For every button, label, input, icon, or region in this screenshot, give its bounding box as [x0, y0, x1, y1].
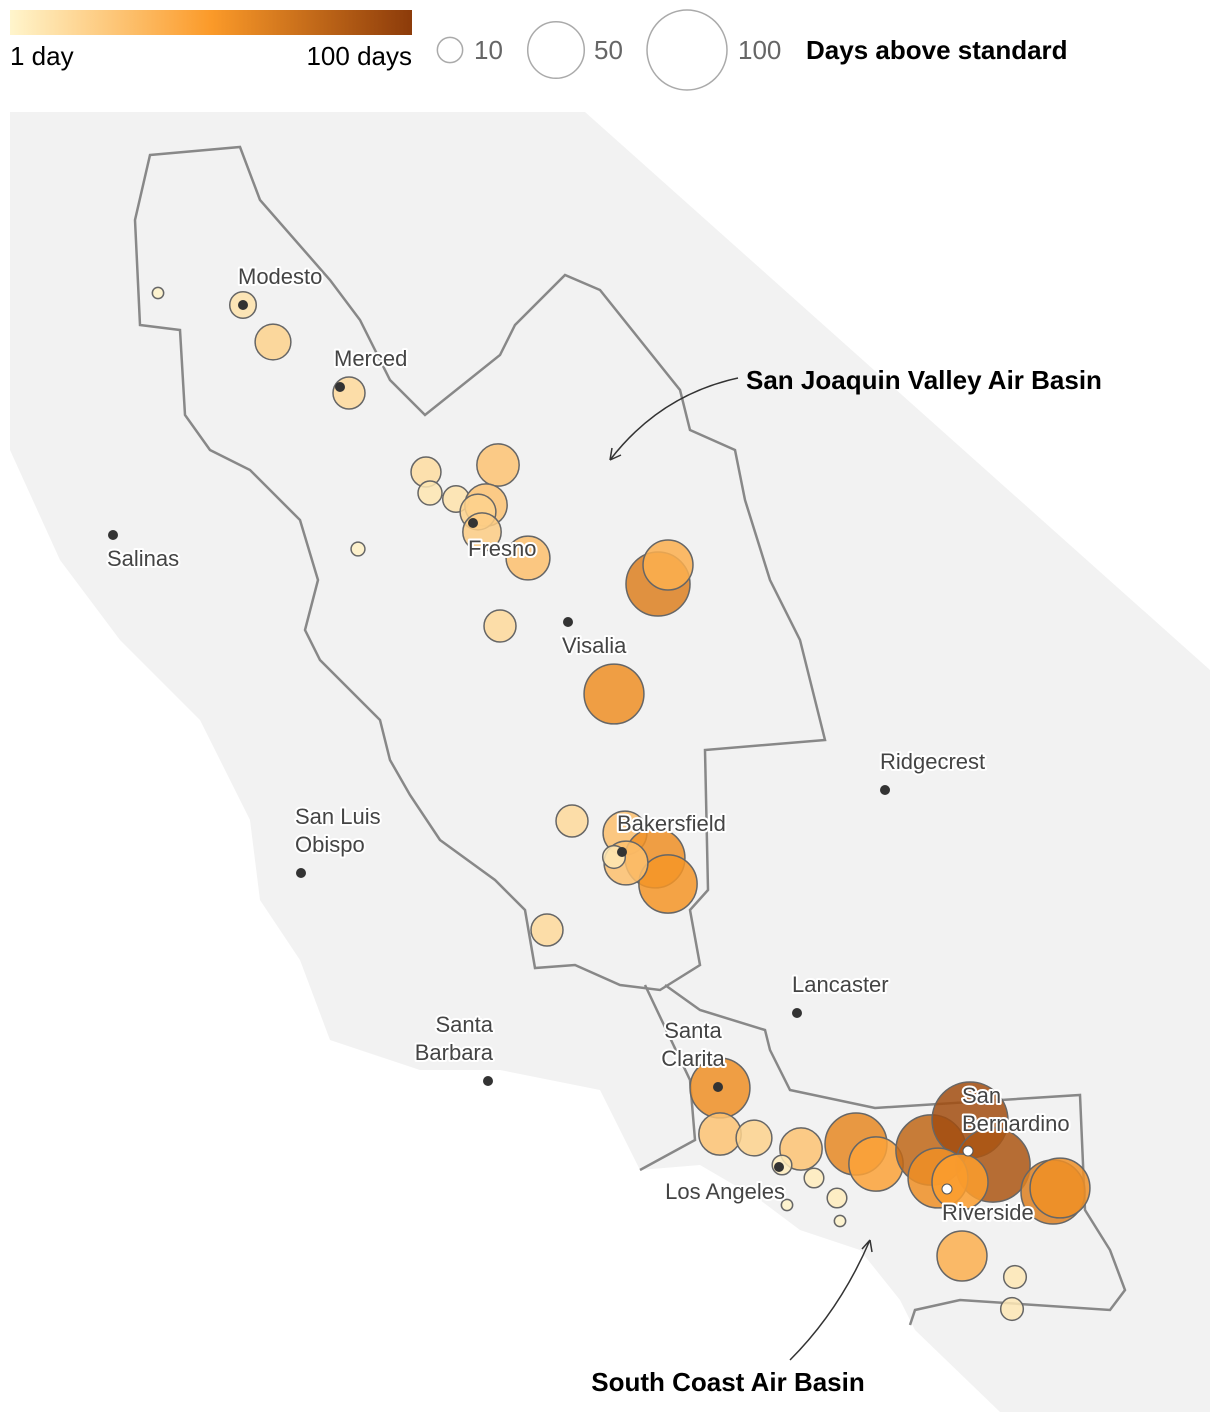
city-dot — [108, 530, 118, 540]
city-label: Ridgecrest — [880, 749, 985, 774]
arrowhead — [861, 1239, 873, 1253]
station — [483, 609, 517, 643]
color-label-min: 1 day — [10, 41, 74, 71]
city-dot — [296, 868, 306, 878]
station — [1029, 1157, 1091, 1219]
station — [332, 376, 366, 410]
size-legend-circle — [646, 9, 728, 91]
city-label: Merced — [334, 346, 407, 371]
city-dot — [962, 1145, 974, 1157]
city-label: Lancaster — [792, 972, 889, 997]
size-legend-label: 10 — [474, 35, 503, 65]
city-label: Bernardino — [962, 1111, 1070, 1136]
annotation: South Coast Air Basin — [591, 1367, 865, 1397]
city-dot — [880, 785, 890, 795]
color-label-max: 100 days — [306, 41, 412, 71]
annotation: San Joaquin Valley Air Basin — [746, 365, 1102, 395]
arrow — [789, 1239, 871, 1361]
city-dot — [713, 1082, 723, 1092]
station — [350, 541, 366, 557]
sc-basin-outline — [664, 983, 1127, 1326]
station — [151, 286, 165, 300]
city-dot — [483, 1076, 493, 1086]
city-label: Salinas — [107, 546, 179, 571]
station — [1002, 1264, 1028, 1290]
city-label: Fresno — [468, 536, 536, 561]
station — [254, 323, 292, 361]
city-label: Barbara — [415, 1040, 494, 1065]
arrowhead — [609, 447, 622, 461]
city-dot — [774, 1162, 784, 1172]
city-label: Clarita — [661, 1046, 725, 1071]
station — [803, 1167, 825, 1189]
city-dot — [617, 847, 627, 857]
land — [10, 112, 1210, 1412]
city-label: Santa — [436, 1012, 494, 1037]
sc-basin-outline — [639, 984, 697, 1172]
station — [505, 535, 551, 581]
station — [638, 854, 698, 914]
station — [999, 1296, 1025, 1322]
station — [583, 663, 645, 725]
city-dot — [335, 382, 345, 392]
size-legend-label: 100 — [738, 35, 781, 65]
station — [936, 1230, 988, 1282]
sjv-basin-outline — [133, 145, 827, 992]
city-dot — [941, 1183, 953, 1195]
station — [735, 1119, 773, 1157]
city-label: Santa — [664, 1018, 722, 1043]
city-dot — [468, 518, 478, 528]
city-label: Riverside — [942, 1200, 1034, 1225]
city-label: Obispo — [295, 832, 365, 857]
city-dot — [563, 617, 573, 627]
station — [848, 1136, 904, 1192]
station — [931, 1153, 989, 1211]
city-label: San — [962, 1083, 1001, 1108]
city-label: Visalia — [562, 633, 627, 658]
city-dot — [238, 300, 248, 310]
station — [476, 443, 520, 487]
size-legend-circle — [436, 36, 464, 64]
legend-title: Days above standard — [806, 35, 1068, 65]
city-dot — [792, 1008, 802, 1018]
city-label: Bakersfield — [617, 811, 726, 836]
station — [555, 804, 589, 838]
city-label: San Luis — [295, 804, 381, 829]
city-label: Los Angeles — [665, 1179, 785, 1204]
color-scale — [10, 10, 412, 35]
city-label: Modesto — [238, 264, 322, 289]
station — [417, 480, 443, 506]
station — [826, 1187, 848, 1209]
size-legend-circle — [526, 20, 586, 80]
size-legend-label: 50 — [594, 35, 623, 65]
station — [642, 539, 694, 591]
station — [530, 913, 564, 947]
station — [780, 1198, 794, 1212]
arrow — [609, 377, 739, 461]
station — [698, 1112, 742, 1156]
station — [833, 1214, 847, 1228]
